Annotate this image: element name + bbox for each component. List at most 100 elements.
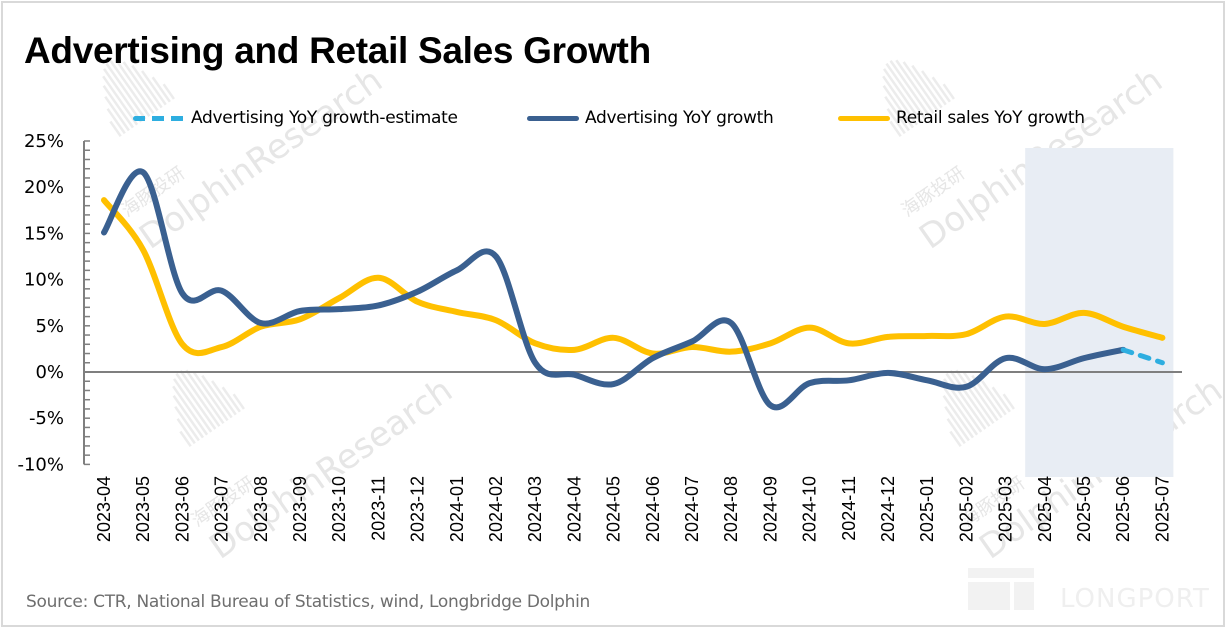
watermark-bar [162,83,175,100]
watermark-bar [174,406,200,442]
x-tick-label: 2023-09 [290,476,310,542]
watermark-bar [949,370,991,427]
watermark-bar [122,61,159,112]
x-tick-label: 2024-05 [604,476,624,542]
watermark-bar [889,60,931,117]
x-tick-label: 2024-06 [643,476,663,542]
watermark-bar [105,62,147,120]
series-line-retail-sales-yoy-growth [101,197,1166,357]
x-tick-label: 2025-02 [956,476,976,542]
watermark-bar [955,369,995,425]
watermark-bar [882,85,915,129]
chart-title: Advertising and Retail Sales Growth [24,30,651,71]
watermark-bar [131,64,163,109]
watermark-bar [931,76,951,103]
x-tick-label: 2025-07 [1152,476,1172,542]
watermark-bar [104,96,130,132]
x-tick-label: 2023-05 [133,476,153,542]
watermark-bar [175,372,217,430]
watermark-bar [886,108,906,135]
watermark-bar [944,406,970,442]
watermark-bar [943,378,983,433]
y-tick-label: -5% [29,408,64,429]
watermark-bar [883,68,923,123]
watermark-bar [109,60,151,117]
watermark-bar [115,59,155,115]
x-tick-label: 2024-03 [525,476,545,542]
legend-item-advertising: Advertising YoY growth [527,107,774,129]
x-tick-label: 2023-08 [251,476,271,542]
watermark-bar [176,418,196,445]
watermark-bar [179,430,192,447]
logo-block [1014,582,1034,610]
x-tick-label: 2023-11 [368,476,388,541]
watermark-bar [141,70,167,106]
watermark-bar [221,386,241,413]
legend-item-retail: Retail sales YoY growth [838,107,1085,129]
watermark-bar [921,70,947,106]
legend-label: Advertising YoY growth [585,108,774,128]
watermark-bar [942,83,955,100]
legend-label: Retail sales YoY growth [896,108,1085,128]
y-tick-label: 15% [24,223,64,244]
watermark-bar [106,108,126,135]
watermark-bar [151,76,171,103]
y-tick-label: 25% [24,131,64,152]
watermark-bar [1002,393,1015,410]
watermark-bar [942,395,975,439]
longport-logo-icon: LONGPORT [968,568,1210,614]
x-tick-label: 2024-02 [486,476,506,542]
watermark-bar [232,393,245,410]
watermark-bar [173,378,213,433]
legend-swatch-dashed-icon [133,115,185,121]
x-tick-label: 2025-05 [1074,476,1094,542]
watermark-bar [946,418,966,445]
watermark-bar [211,380,237,416]
watermark-bar [991,386,1011,413]
watermark-bar [185,369,225,425]
watermark-bar [201,374,233,419]
watermark-bar [911,64,943,109]
x-tick-label: 2024-07 [682,476,702,542]
watermark-bar [109,120,122,137]
x-tick-label: 2025-04 [1035,476,1055,542]
y-tick-label: 20% [24,177,64,198]
watermark-bar [103,68,143,123]
x-tick-label: 2023-06 [172,476,192,542]
series-line-advertising-yoy-growth-estimate [1120,347,1165,366]
watermark-bar [949,430,962,447]
series-group [101,168,1166,411]
logo-block [968,582,1010,610]
y-axis: 25% 20% 15% 10% 5% 0% -5% -10% [17,131,90,475]
x-tick-label: 2024-08 [721,476,741,542]
x-tick-label: 2023-07 [212,476,232,542]
watermark-bar [885,62,927,120]
x-tick-label: 2024-12 [878,476,898,542]
y-tick-label: 10% [24,270,64,291]
y-tick-label: 0% [35,362,64,383]
watermark-bar [172,385,209,436]
legend-swatch-line-icon [838,115,890,121]
legend-item-advertising-estimate: Advertising YoY growth-estimate [133,107,458,129]
x-tick-label: 2024-11 [839,476,859,541]
x-tick-label: 2024-04 [564,476,584,542]
x-tick-label: 2023-10 [329,476,349,542]
x-tick-label: 2024-01 [447,476,467,542]
forecast-highlight-region [1025,148,1174,477]
watermark-bar [102,75,139,126]
watermark-bar [981,380,1007,416]
watermark-bar [895,59,935,115]
x-tick-label: 2025-01 [917,476,937,542]
source-note: Source: CTR, National Bureau of Statisti… [26,592,591,612]
longport-brand-text: LONGPORT [1060,584,1210,614]
watermark-bar [882,75,919,126]
watermark-bar [971,374,1003,419]
watermark-bar [192,371,229,422]
watermark-bar [179,370,221,427]
watermark-bar [902,61,939,112]
watermark-bar [102,85,135,129]
y-tick-label: 5% [35,316,64,337]
x-tick-label: 2025-03 [996,476,1016,542]
